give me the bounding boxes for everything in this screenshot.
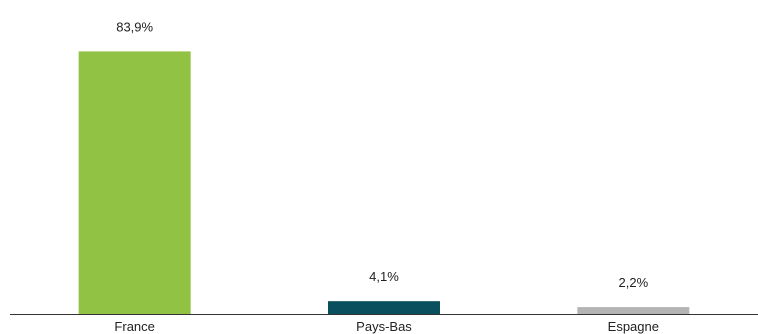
bars-group [78, 51, 690, 314]
data-label-pays-bas: 4,1% [369, 269, 399, 284]
bar-espagne [577, 307, 690, 314]
data-labels-group: 83,9% 4,1% 2,2% [116, 19, 648, 290]
data-label-france: 83,9% [116, 19, 153, 34]
x-tick-label-france: France [114, 319, 154, 334]
bar-pays-bas [328, 301, 440, 314]
x-tick-label-espagne: Espagne [608, 319, 659, 334]
bar-france [78, 51, 191, 314]
x-tick-labels-group: France Pays-Bas Espagne [114, 319, 659, 334]
x-tick-label-pays-bas: Pays-Bas [356, 319, 412, 334]
data-label-espagne: 2,2% [619, 275, 649, 290]
